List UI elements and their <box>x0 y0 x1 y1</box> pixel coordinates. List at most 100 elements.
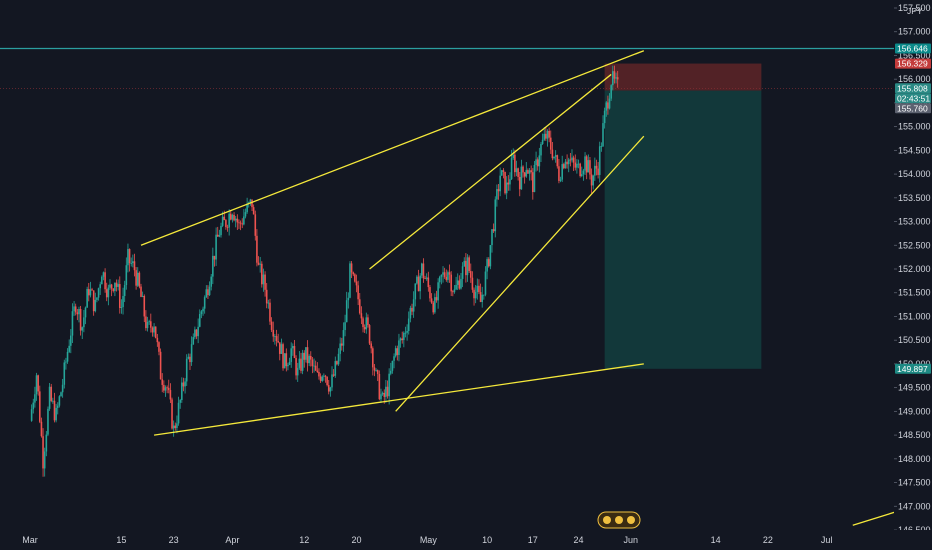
price-tick-label: 149.500 <box>898 383 931 393</box>
candle-body <box>164 387 167 391</box>
candle <box>471 271 474 293</box>
candle-body <box>445 276 448 280</box>
candle-body <box>42 436 44 469</box>
candle <box>339 337 341 362</box>
candle-body <box>239 222 242 224</box>
candle <box>370 341 372 354</box>
events-icon[interactable] <box>597 511 641 529</box>
candle-body <box>280 344 283 354</box>
position-zones <box>0 63 894 369</box>
candle <box>332 369 335 377</box>
candle <box>582 168 585 181</box>
candle-body <box>128 249 131 264</box>
candle-body <box>455 284 457 290</box>
candle <box>367 314 369 328</box>
candle-body <box>138 272 141 287</box>
time-tick-label: Mar <box>22 535 38 545</box>
trendline[interactable] <box>140 50 645 246</box>
candle-body <box>595 165 598 169</box>
candle <box>163 380 165 393</box>
trendline-group[interactable] <box>140 50 899 526</box>
candle <box>594 157 596 181</box>
candle-body <box>352 272 355 275</box>
candle <box>74 303 77 316</box>
candle <box>256 229 258 267</box>
time-axis[interactable]: Mar 15 23 Apr 12 20 May 10 17 24 Jun 14 22 Jul <box>22 535 832 545</box>
candle <box>393 353 395 369</box>
candle <box>492 223 495 233</box>
candle <box>198 309 201 328</box>
candle <box>47 406 49 437</box>
candle <box>479 283 482 303</box>
candle-body <box>463 260 466 267</box>
candle-body <box>84 307 87 318</box>
candle-body <box>438 276 441 283</box>
candle-body <box>288 361 291 365</box>
candle <box>288 357 291 366</box>
candle-body <box>190 344 193 363</box>
trendline[interactable] <box>852 510 899 526</box>
candle <box>580 166 583 178</box>
candle-body <box>234 218 237 221</box>
candle <box>68 339 70 354</box>
candle <box>460 273 462 290</box>
candle <box>94 292 97 313</box>
candle-body <box>380 394 382 400</box>
candle <box>262 268 265 292</box>
candle-body <box>197 326 199 337</box>
candle <box>590 168 593 194</box>
trendline[interactable] <box>369 73 612 270</box>
candle <box>360 306 363 325</box>
candle-body <box>460 278 462 289</box>
candle <box>86 286 88 308</box>
candle-body <box>99 284 101 289</box>
candle-body <box>210 276 213 287</box>
trendline[interactable] <box>153 363 644 436</box>
trendline[interactable] <box>395 135 645 412</box>
candle <box>556 154 559 169</box>
candle-body <box>118 284 121 308</box>
candle <box>115 279 118 292</box>
candle <box>269 298 271 325</box>
take-profit-zone[interactable] <box>604 90 762 369</box>
candle-body <box>226 226 229 228</box>
candle <box>403 331 405 348</box>
candle-body <box>86 289 88 308</box>
candle-body <box>391 360 394 371</box>
candle <box>135 267 137 290</box>
candle <box>32 398 35 414</box>
candle-body <box>551 149 554 159</box>
candle-body <box>587 160 590 173</box>
candle-body <box>202 308 204 312</box>
candle <box>179 398 181 409</box>
candle-body <box>370 343 372 349</box>
candle-body <box>316 370 319 373</box>
candle-body <box>300 358 302 371</box>
candle-body <box>101 276 103 285</box>
candle-body <box>56 405 59 408</box>
candle <box>509 172 511 191</box>
candle-body <box>399 338 402 341</box>
candle-body <box>398 340 400 355</box>
candle-body <box>358 299 361 314</box>
candle-body <box>145 316 147 329</box>
candle-body <box>73 306 75 312</box>
candle-body <box>546 130 549 139</box>
candle-body <box>589 160 591 175</box>
candle-body <box>303 352 306 360</box>
candle <box>391 360 394 374</box>
price-tick-label: 151.500 <box>898 288 931 298</box>
candle <box>386 380 389 399</box>
candle <box>225 218 227 230</box>
candle-body <box>582 170 585 175</box>
stop-loss-zone[interactable] <box>604 63 762 91</box>
candle <box>151 326 154 337</box>
candle <box>34 386 36 408</box>
candle-body <box>540 144 542 156</box>
candle-body <box>579 163 581 177</box>
price-tick-label: 154.500 <box>898 145 931 155</box>
candle-body <box>600 146 603 148</box>
price-tag: 156.646 <box>895 43 931 54</box>
candle <box>50 383 53 403</box>
